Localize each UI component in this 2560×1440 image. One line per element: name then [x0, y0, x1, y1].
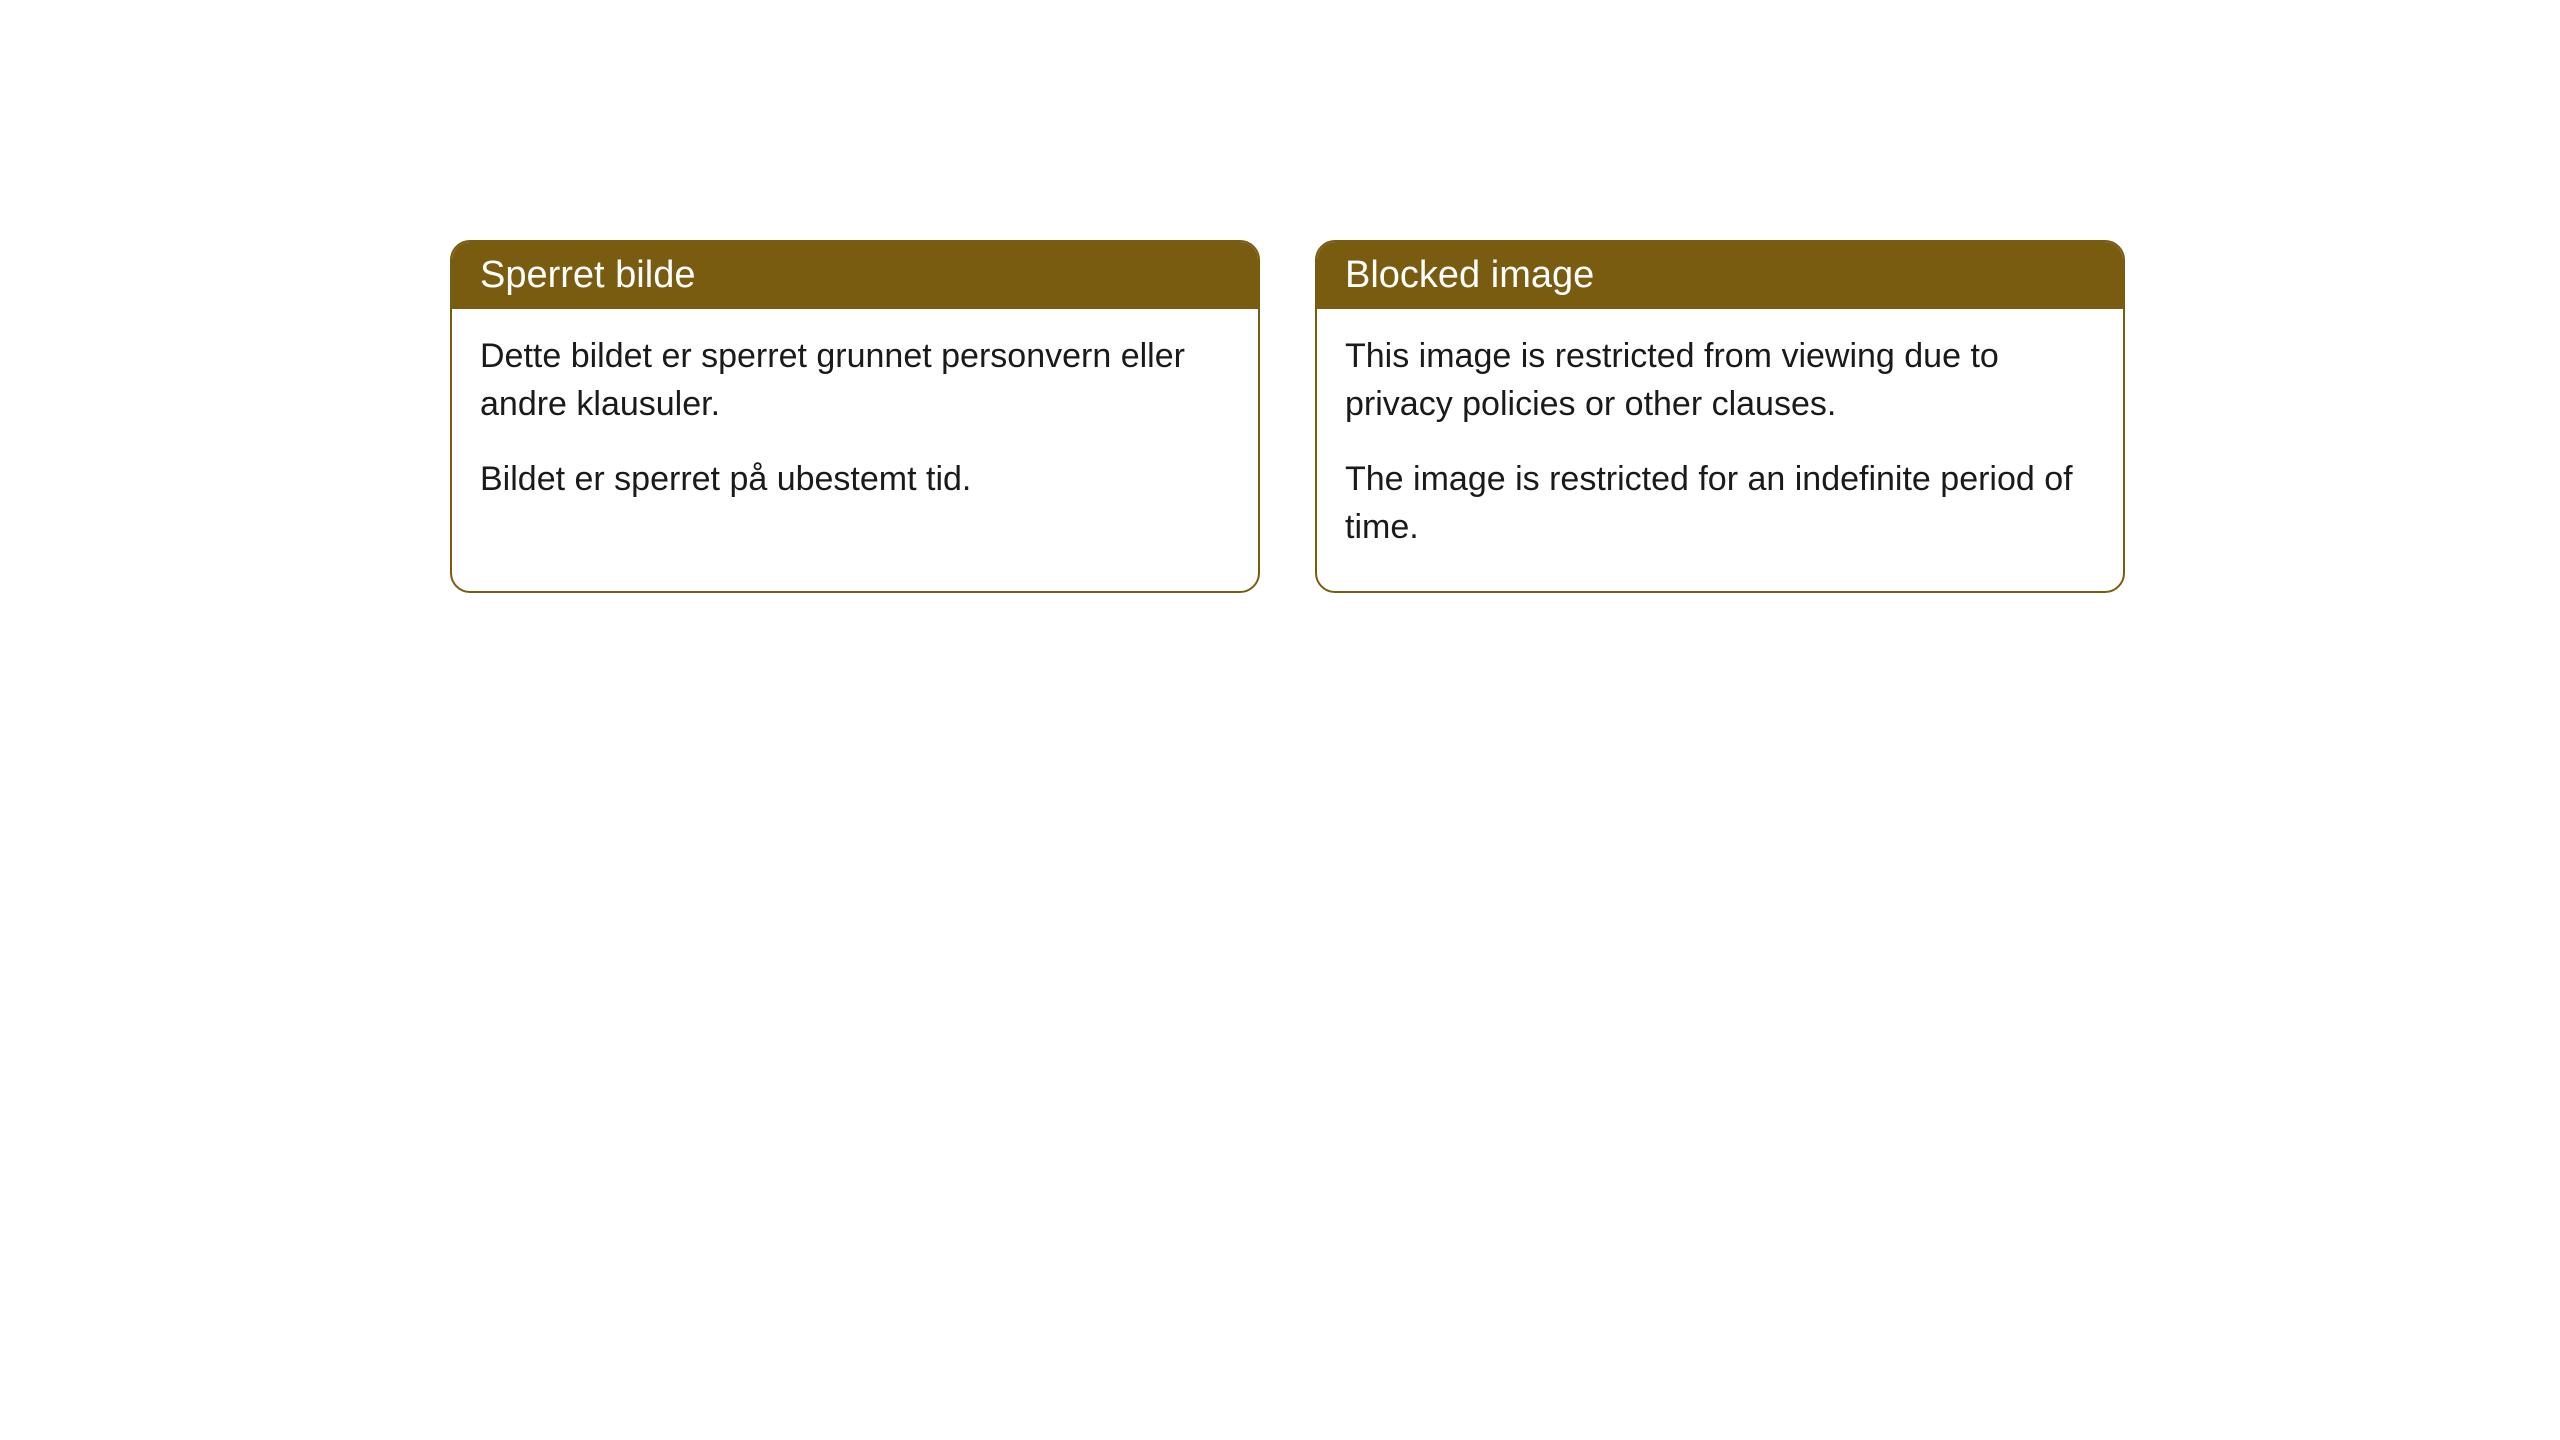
card-title-en: Blocked image [1345, 254, 1594, 296]
card-para1-no: Dette bildet er sperret grunnet personve… [480, 333, 1230, 428]
card-para2-no: Bildet er sperret på ubestemt tid. [480, 456, 1230, 504]
card-body-en: This image is restricted from viewing du… [1317, 309, 2123, 591]
blocked-image-card-no: Sperret bilde Dette bildet er sperret gr… [450, 240, 1260, 593]
card-header-en: Blocked image [1317, 242, 2123, 309]
card-para1-en: This image is restricted from viewing du… [1345, 333, 2095, 428]
card-para2-en: The image is restricted for an indefinit… [1345, 456, 2095, 551]
cards-container: Sperret bilde Dette bildet er sperret gr… [450, 240, 2125, 593]
blocked-image-card-en: Blocked image This image is restricted f… [1315, 240, 2125, 593]
card-header-no: Sperret bilde [452, 242, 1258, 309]
card-title-no: Sperret bilde [480, 254, 695, 296]
card-body-no: Dette bildet er sperret grunnet personve… [452, 309, 1258, 544]
